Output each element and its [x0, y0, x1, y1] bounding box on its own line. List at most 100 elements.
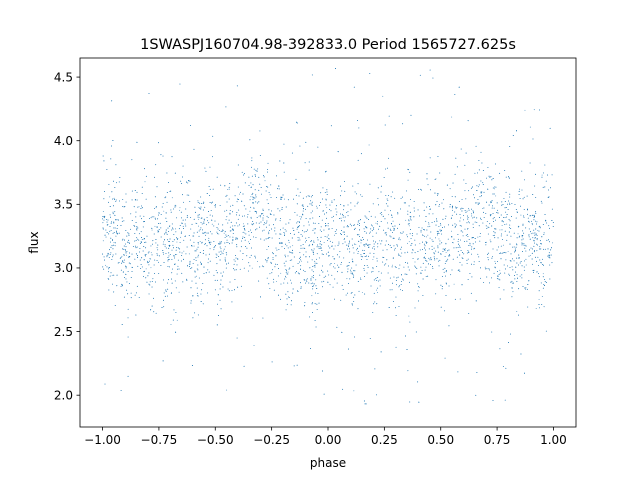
data-point — [417, 283, 419, 285]
data-point — [321, 244, 323, 246]
data-point — [189, 260, 191, 262]
data-point — [205, 243, 207, 245]
data-point — [469, 273, 471, 274]
data-point — [302, 210, 304, 212]
data-point — [519, 197, 521, 199]
data-point — [521, 170, 523, 172]
data-point — [444, 310, 446, 312]
data-point — [363, 221, 365, 223]
data-point — [195, 259, 197, 261]
data-point — [306, 281, 308, 283]
data-point — [369, 231, 371, 233]
data-point — [248, 234, 250, 236]
data-point — [382, 249, 384, 251]
data-point — [483, 191, 485, 193]
data-point — [108, 201, 109, 203]
data-point — [278, 188, 280, 190]
data-point — [111, 221, 112, 223]
data-point — [407, 168, 408, 170]
data-point — [535, 220, 536, 222]
data-point — [434, 258, 436, 260]
data-point — [228, 290, 230, 292]
data-point — [209, 214, 211, 216]
data-point — [172, 228, 174, 230]
data-point — [492, 400, 494, 401]
data-point — [308, 245, 310, 247]
data-point — [252, 192, 254, 194]
data-point — [237, 238, 238, 240]
data-point — [343, 231, 345, 233]
data-point — [130, 228, 131, 230]
data-point — [111, 259, 113, 261]
data-point — [184, 235, 186, 237]
data-point — [312, 302, 313, 304]
data-point — [495, 195, 497, 197]
data-point — [273, 289, 275, 291]
data-point — [389, 277, 391, 279]
data-point — [461, 264, 463, 266]
data-point — [451, 230, 452, 232]
data-point — [228, 188, 230, 190]
data-point — [490, 176, 492, 178]
data-point — [483, 207, 485, 209]
data-point — [518, 257, 519, 259]
data-point — [417, 258, 419, 260]
data-point — [527, 306, 529, 308]
data-point — [270, 261, 272, 263]
data-point — [352, 273, 354, 275]
data-point — [169, 240, 170, 242]
data-point — [226, 209, 228, 211]
data-point — [171, 223, 173, 225]
data-point — [170, 209, 172, 211]
data-point — [268, 233, 270, 235]
data-point — [193, 235, 195, 237]
data-point — [417, 209, 419, 211]
data-point — [165, 212, 167, 214]
data-point — [367, 266, 369, 268]
data-point — [357, 223, 359, 225]
data-point — [336, 282, 338, 284]
data-point — [419, 243, 421, 245]
data-point — [170, 324, 172, 325]
data-point — [287, 247, 289, 249]
data-point — [197, 201, 199, 203]
data-point — [240, 191, 242, 193]
data-point — [471, 253, 472, 255]
data-point — [428, 257, 430, 259]
data-point — [515, 209, 517, 210]
data-point — [310, 200, 312, 202]
data-point — [528, 255, 530, 257]
data-point — [303, 208, 304, 209]
data-point — [285, 277, 287, 278]
data-point — [270, 197, 272, 198]
data-point — [522, 238, 524, 240]
data-point — [369, 232, 371, 234]
data-point — [221, 275, 223, 277]
data-point — [203, 219, 205, 221]
data-point — [441, 202, 443, 204]
data-point — [478, 184, 480, 186]
data-point — [308, 224, 310, 226]
data-point — [251, 157, 253, 159]
data-point — [348, 264, 350, 266]
data-point — [397, 212, 399, 213]
data-point — [109, 241, 111, 243]
data-point — [135, 240, 137, 241]
data-point — [199, 241, 201, 242]
data-point — [414, 244, 416, 246]
data-point — [192, 262, 194, 264]
data-point — [343, 220, 345, 222]
data-point — [242, 225, 244, 227]
data-point — [541, 304, 543, 306]
data-point — [151, 254, 153, 256]
data-point — [292, 252, 294, 254]
data-point — [174, 204, 176, 206]
data-point — [414, 261, 416, 263]
data-point — [239, 193, 241, 195]
data-point — [444, 256, 446, 258]
data-point — [266, 277, 268, 279]
data-point — [346, 265, 348, 267]
data-point — [202, 303, 204, 305]
data-point — [268, 246, 269, 247]
data-point — [150, 252, 152, 254]
